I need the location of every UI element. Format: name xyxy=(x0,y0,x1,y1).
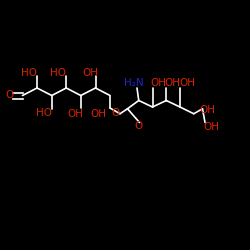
Text: OH: OH xyxy=(179,78,195,88)
Text: OH: OH xyxy=(67,109,83,119)
Text: O: O xyxy=(134,121,142,131)
Text: OH: OH xyxy=(82,68,98,78)
Text: OH: OH xyxy=(151,78,167,88)
Text: HO: HO xyxy=(36,108,52,118)
Text: H₂N: H₂N xyxy=(124,78,144,88)
Text: HO: HO xyxy=(50,68,66,78)
Text: OH: OH xyxy=(91,109,107,119)
Text: OH: OH xyxy=(203,122,219,132)
Text: HO: HO xyxy=(22,68,38,78)
Text: OH: OH xyxy=(200,105,216,115)
Text: OH: OH xyxy=(164,78,180,88)
Text: O: O xyxy=(112,108,120,118)
Text: O: O xyxy=(6,90,14,101)
